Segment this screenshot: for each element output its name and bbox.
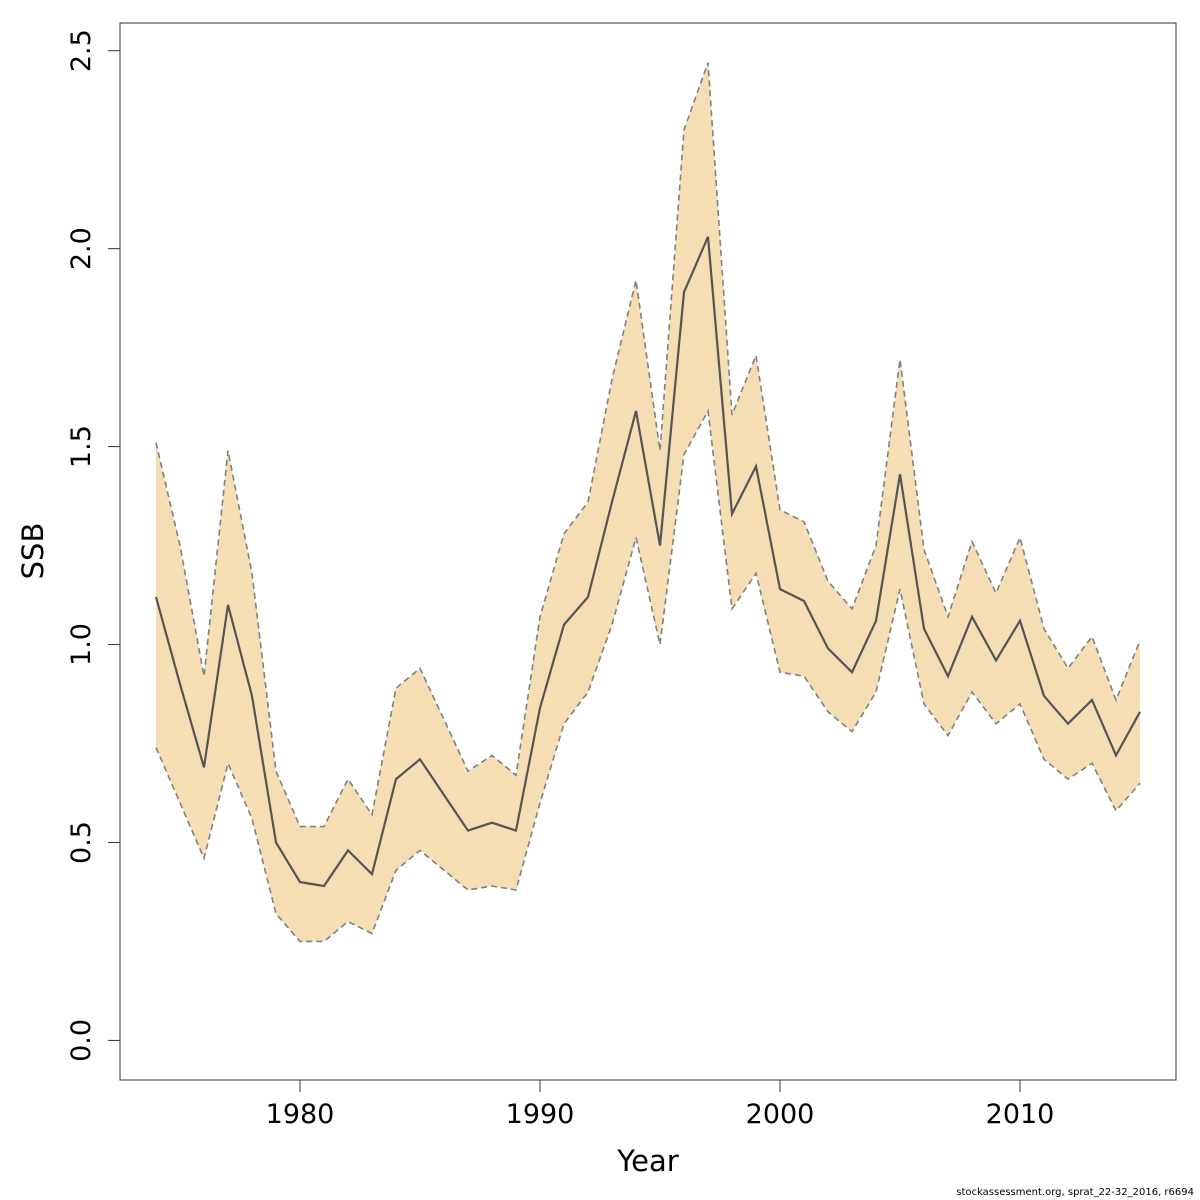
confidence-band [156,62,1140,942]
y-tick-label: 2.0 [66,227,97,270]
y-tick-label: 1.5 [66,425,97,468]
series-line-layer [154,62,1141,943]
x-tick-label: 1990 [506,1099,575,1130]
footer-credit: stockassessment.org, sprat_22-32_2016, r… [956,1187,1194,1198]
x-tick-label: 2000 [746,1099,815,1130]
lower-bound-line [155,408,1141,943]
y-axis: 0.0 0.5 1.0 1.5 2.0 2.5 [66,29,120,1062]
x-axis-title: Year [616,1144,678,1178]
y-tick-label: 2.5 [66,29,97,72]
x-axis: 1980 1990 2000 2010 [266,1080,1055,1130]
plot-frame [119,22,1177,1081]
x-tick-label: 2010 [986,1099,1055,1130]
y-axis-title: SSB [16,523,50,580]
confidence-band-layer [156,62,1140,942]
y-tick-label: 1.0 [66,623,97,666]
y-tick-label: 0.5 [66,821,97,864]
ssb-estimate-line [154,236,1141,888]
y-tick-label: 0.0 [66,1019,97,1062]
x-tick-label: 1980 [266,1099,335,1130]
upper-bound-line [155,62,1141,828]
